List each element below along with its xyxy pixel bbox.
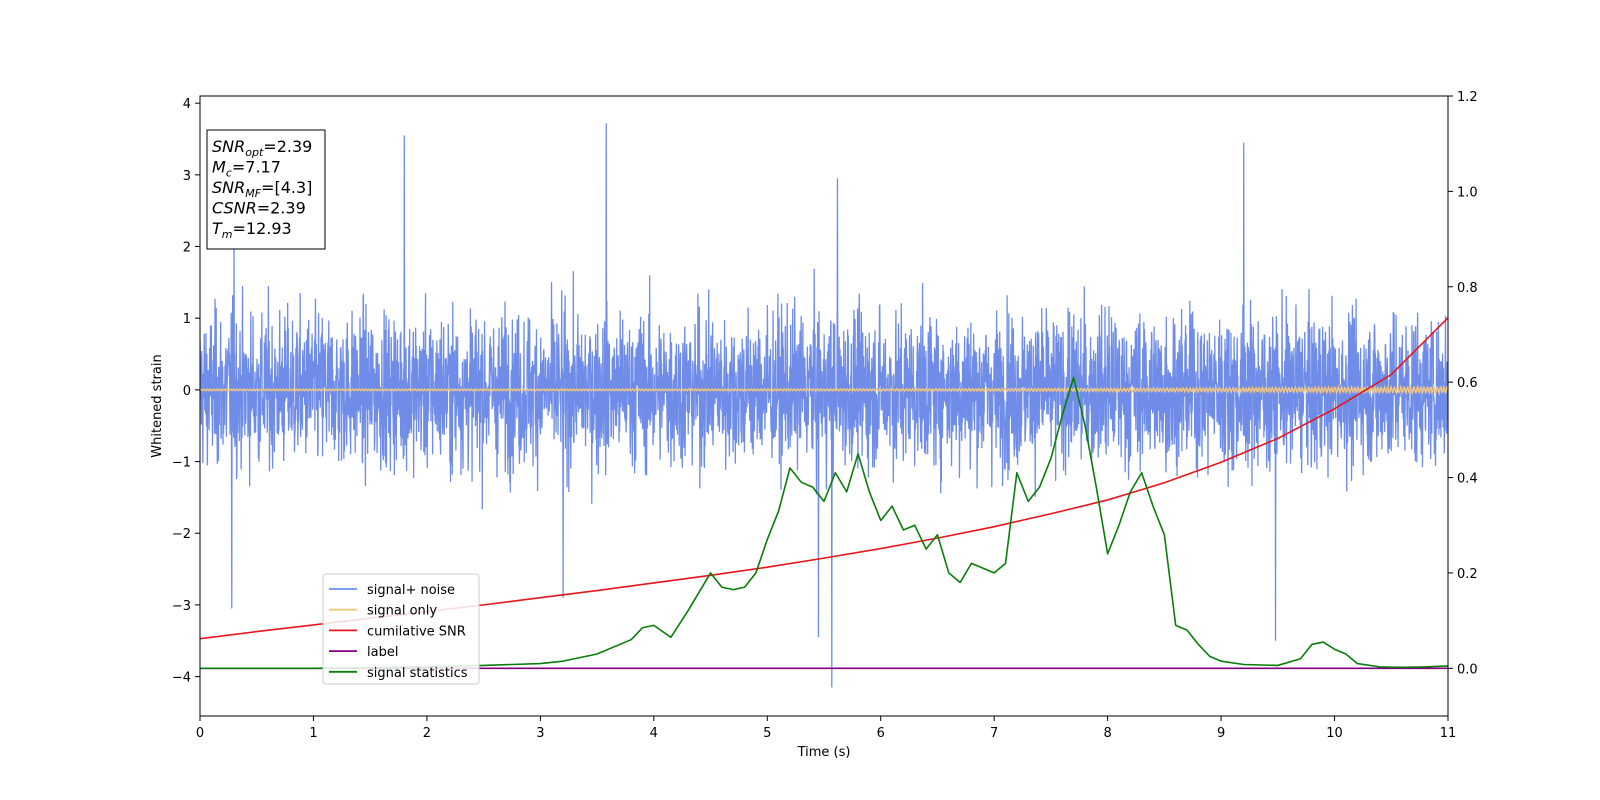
- x-tick-label: 4: [650, 726, 658, 741]
- x-tick-label: 1: [309, 726, 317, 741]
- y-tick-label: −3: [172, 599, 191, 614]
- legend-label: signal only: [367, 604, 437, 619]
- y-tick-label: −4: [172, 671, 191, 686]
- series-signal-noise: [200, 123, 1448, 688]
- series-signal-only: [200, 383, 1448, 396]
- axes: 0 1 2 3 4 5 6 7 8 9 10 11 −4 −3 −2 −1 0 1 2 3 4 0.0 0.2 0.4 0.6 0…: [172, 90, 1478, 741]
- axes-frame: [199, 95, 1449, 717]
- legend-label: cumilative SNR: [367, 624, 466, 639]
- x-tick-label: 8: [1103, 726, 1111, 741]
- y-tick-label: −1: [172, 456, 191, 471]
- legend-label: signal statistics: [367, 666, 468, 681]
- y2-tick-label: 1.2: [1457, 90, 1478, 105]
- x-tick-label: 2: [423, 726, 431, 741]
- x-tick-label: 10: [1326, 726, 1343, 741]
- y-tick-label: 4: [183, 97, 191, 112]
- annotation-line: Mc=7.17: [212, 158, 281, 180]
- x-tick-label: 11: [1440, 726, 1457, 741]
- legend-label: label: [367, 645, 398, 660]
- x-axis-label: Time (s): [797, 745, 851, 760]
- y2-tick-label: 0.8: [1457, 281, 1478, 296]
- y2-tick-label: 0.4: [1457, 472, 1478, 487]
- parameter-annotation-box: SNRopt=2.39Mc=7.17SNRMF=[4.3]CSNR=2.39Tm…: [206, 129, 326, 250]
- y-axis-label: Whitened strain: [150, 354, 165, 457]
- annotation-line: SNRMF=[4.3]: [212, 178, 312, 200]
- x-tick-label: 0: [196, 726, 204, 741]
- x-tick-label: 6: [877, 726, 885, 741]
- legend-frame: [322, 573, 480, 685]
- y2-tick-label: 1.0: [1457, 185, 1478, 200]
- annotation-line: SNRopt=2.39: [212, 137, 312, 159]
- y-tick-label: 3: [183, 169, 191, 184]
- legend-label: signal+ noise: [367, 583, 455, 598]
- series-signal-statistics: [200, 376, 1448, 670]
- y2-tick-label: 0.0: [1457, 662, 1478, 677]
- y2-tick-label: 0.6: [1457, 376, 1478, 391]
- x-tick-label: 7: [990, 726, 998, 741]
- x-tick-label: 9: [1217, 726, 1225, 741]
- y-tick-label: −2: [172, 527, 191, 542]
- y-tick-label: 0: [183, 384, 191, 399]
- x-tick-label: 3: [536, 726, 544, 741]
- annotation-line: CSNR=2.39: [212, 199, 306, 218]
- x-tick-label: 5: [763, 726, 771, 741]
- y2-tick-label: 0.2: [1457, 567, 1478, 582]
- y-tick-label: 2: [183, 241, 191, 256]
- y-tick-label: 1: [183, 312, 191, 327]
- annotation-frame: [206, 129, 326, 250]
- legend: signal+ noise signal only cumilative SNR la…: [322, 573, 480, 685]
- annotation-line: Tm=12.93: [212, 219, 292, 241]
